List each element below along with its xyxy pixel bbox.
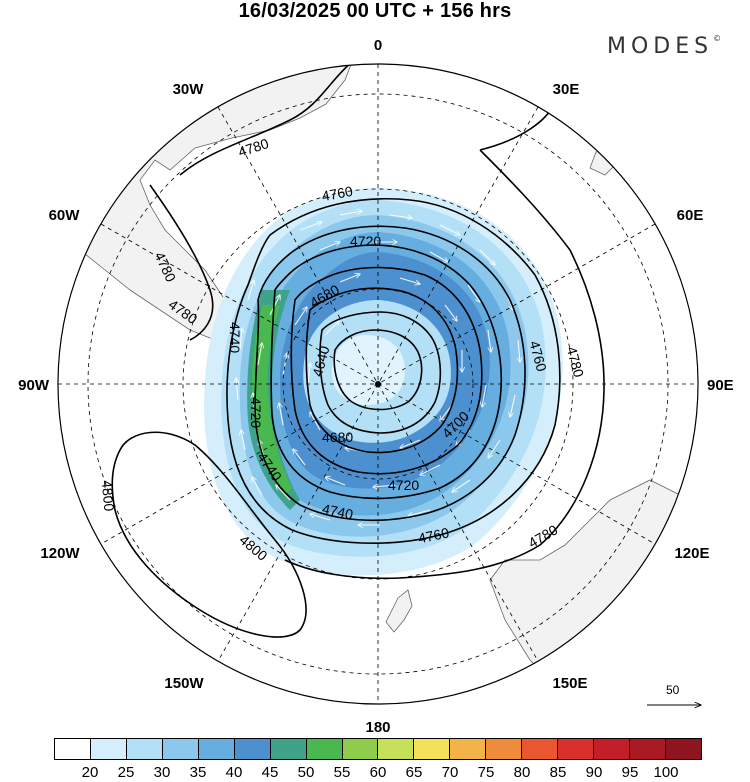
lon-label-30w: 30W [173,81,205,98]
colorbar-tick-label: 45 [261,764,279,781]
colorbar-tick-label: 60 [369,764,387,781]
lon-label-0: 0 [374,37,382,54]
contour-4780-north [179,64,353,176]
copyright-mark: © [713,34,722,43]
new-zealand-land [385,589,413,633]
colorbar-swatch [414,739,451,759]
lon-label-30e: 30E [553,81,580,98]
colorbar-swatch [558,739,595,759]
colorbar-tick-label: 95 [621,764,639,781]
colorbar-swatch [270,739,307,759]
contour-label: 4800 [99,480,118,513]
colorbar-tick-label: 85 [549,764,567,781]
reference-vector: 50 [647,683,701,705]
brand-name: MODES [607,34,714,59]
colorbar [54,738,702,760]
colorbar-swatch [306,739,343,759]
contour-label: 4780 [236,135,271,160]
contour-label: 4740 [227,322,243,353]
contour-4760 [226,197,561,544]
lon-label-60e: 60E [677,207,704,224]
map-title: 16/03/2025 00 UTC + 156 hrs [238,0,512,22]
colorbar-swatch [378,739,415,759]
contour-4680 [305,287,459,454]
height-contours [111,64,605,638]
colorbar-tick-label: 20 [81,764,99,781]
colorbar-tick-label: 75 [477,764,495,781]
shade-jet-55 [252,305,292,495]
africa-land [589,147,621,176]
colorbar-tick-label: 50 [297,764,315,781]
colorbar-swatch [342,739,379,759]
colorbar-labels: 20 25 30 35 40 45 50 55 60 65 70 75 80 85 90 95 100 [0,764,750,782]
colorbar-swatch [55,739,91,759]
contour-4600 [333,329,423,411]
contour-label: 4740 [321,500,355,522]
colorbar-tick-label: 80 [513,764,531,781]
lon-label-60w: 60W [49,207,81,224]
map-disk: 4780 4780 4780 4760 4720 4680 4640 4700 … [58,64,698,691]
colorbar-tick-label: 40 [225,764,243,781]
contour-4800 [111,431,307,638]
contour-label: 4720 [350,233,381,249]
colorbar-tick-label: 90 [585,764,603,781]
south-pole-marker [375,381,381,387]
lon-label-120w: 120W [40,545,80,562]
lon-label-90w: 90W [18,377,50,394]
contour-4720 [270,244,503,500]
colorbar-tick-label: 55 [333,764,351,781]
contour-label: 4680 [322,429,353,445]
wind-vectors [236,211,520,525]
contour-4780-west [149,184,214,341]
contour-4700 [290,266,483,475]
colorbar-swatch [630,739,666,759]
longitude-labels: 0 180 90W 90E 30W 30E 60W 60E 120W 120E … [18,37,734,736]
contour-label: 4720 [248,397,264,428]
contour-4740 [254,225,526,522]
brand-logo: MODES© [607,34,721,59]
australia-land [489,479,698,691]
colorbar-swatch [450,739,487,759]
colorbar-swatch [665,739,701,759]
colorbar-tick-label: 65 [405,764,423,781]
lon-label-120e: 120E [674,545,709,562]
colorbar-swatch [486,739,523,759]
lon-label-90e: 90E [707,377,734,394]
contour-label: 4760 [321,183,355,204]
colorbar-swatch [162,739,199,759]
colorbar-swatch [522,739,559,759]
contour-label: 4780 [564,345,588,379]
colorbar-tick-label: 70 [441,764,459,781]
lon-label-150e: 150E [552,675,587,692]
colorbar-swatch [90,739,127,759]
colorbar-tick-label: 25 [117,764,135,781]
contour-4640 [319,311,442,434]
shade-core-white [331,335,405,405]
reference-vector-label: 50 [666,683,680,697]
contour-label: 4760 [526,339,550,373]
map-boundary [57,63,699,705]
colorbar-swatch [126,739,163,759]
contour-label: 4780 [525,521,560,551]
colorbar-tick-label: 35 [189,764,207,781]
colorbar-tick-label: 100 [653,764,679,781]
contour-label: 4720 [388,477,419,493]
contour-label: 4640 [309,344,333,378]
colorbar-swatch [234,739,271,759]
lon-label-150w: 150W [164,675,204,692]
lon-label-180: 180 [365,719,390,736]
colorbar-tick-label: 30 [153,764,171,781]
colorbar-swatch [594,739,630,759]
contour-label: 4760 [417,524,451,546]
colorbar-swatch [198,739,235,759]
